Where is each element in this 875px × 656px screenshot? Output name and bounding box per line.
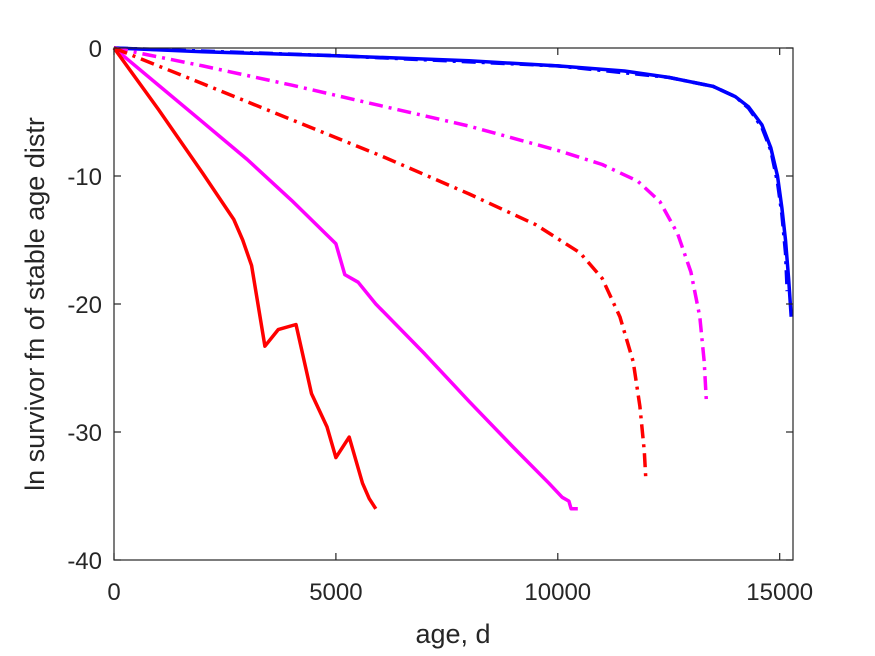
series-layer: [112, 46, 793, 511]
y-tick-label: -10: [67, 164, 102, 191]
y-tick-label: -20: [67, 292, 102, 319]
y-axis-label: ln survivor fn of stable age distr: [20, 117, 50, 491]
series-line-5: [112, 46, 378, 510]
series-line-4: [113, 46, 709, 404]
series-line-2: [113, 46, 789, 292]
x-axis-label: age, d: [415, 619, 490, 649]
y-tick-label: 0: [89, 36, 102, 63]
y-tick-label: -30: [67, 420, 102, 447]
series-line-3: [112, 46, 578, 511]
series-line-6: [113, 46, 648, 477]
plot-area-background: [114, 48, 793, 560]
tick-layer: 0 5000 10000 15000 0 -10 -20 -30 -40: [67, 36, 813, 606]
x-tick-label: 10000: [524, 579, 591, 606]
x-tick-label: 5000: [309, 579, 362, 606]
y-tick-label: -40: [67, 548, 102, 575]
x-tick-label: 15000: [746, 579, 813, 606]
x-tick-label: 0: [107, 579, 120, 606]
